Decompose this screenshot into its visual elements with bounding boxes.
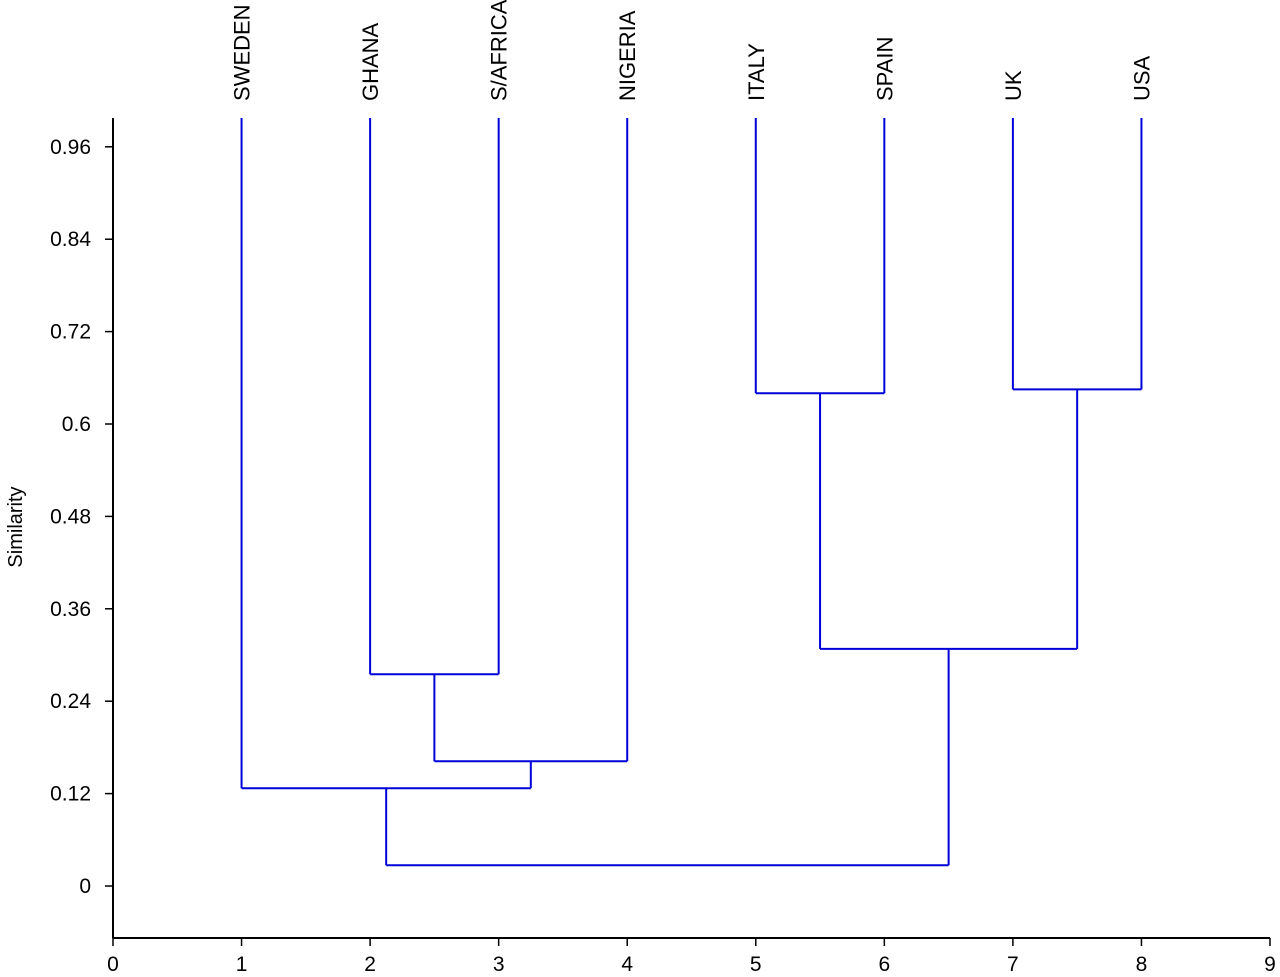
leaf-label: GHANA (358, 22, 383, 101)
x-tick-label: 6 (878, 953, 890, 976)
dendrogram-links (240, 118, 1143, 867)
y-tick-label: 0 (79, 875, 91, 898)
leaf-label: UK (1001, 70, 1026, 101)
y-tick-label: 0.6 (62, 413, 91, 436)
leaf-label: USA (1129, 55, 1154, 101)
x-tick-label: 1 (236, 953, 248, 976)
y-tick-label: 0.24 (50, 690, 91, 713)
y-axis-title: Similarity (5, 486, 27, 567)
x-tick-label: 3 (493, 953, 505, 976)
x-tick-label: 9 (1264, 953, 1276, 976)
x-tick-label: 0 (107, 953, 119, 976)
y-tick-label: 0.36 (50, 598, 91, 621)
y-tick-label: 0.84 (50, 228, 91, 251)
x-tick-label: 7 (1007, 953, 1019, 976)
y-tick-label: 0.12 (50, 783, 91, 806)
x-tick-label: 8 (1136, 953, 1148, 976)
leaf-label: SPAIN (872, 37, 897, 101)
x-tick-label: 2 (364, 953, 376, 976)
x-tick-label: 5 (750, 953, 762, 976)
y-tick-label: 0.48 (50, 505, 91, 528)
y-tick-label: 0.96 (50, 136, 91, 159)
y-tick-label: 0.72 (50, 321, 91, 344)
axes: 0 1 2 3 4 5 6 7 8 9 0 0.12 0.24 0.36 0.48 0.6 0.72 0.84 0.… (50, 118, 1276, 976)
leaf-label: S/AFRICA (487, 0, 512, 101)
leaf-label: ITALY (744, 43, 769, 101)
x-tick-label: 4 (621, 953, 633, 976)
leaf-labels: SWEDEN GHANA S/AFRICA NIGERIA ITALY SPAIN UK US… (230, 0, 1155, 101)
leaf-label: NIGERIA (615, 10, 640, 101)
leaf-label: SWEDEN (230, 4, 255, 101)
